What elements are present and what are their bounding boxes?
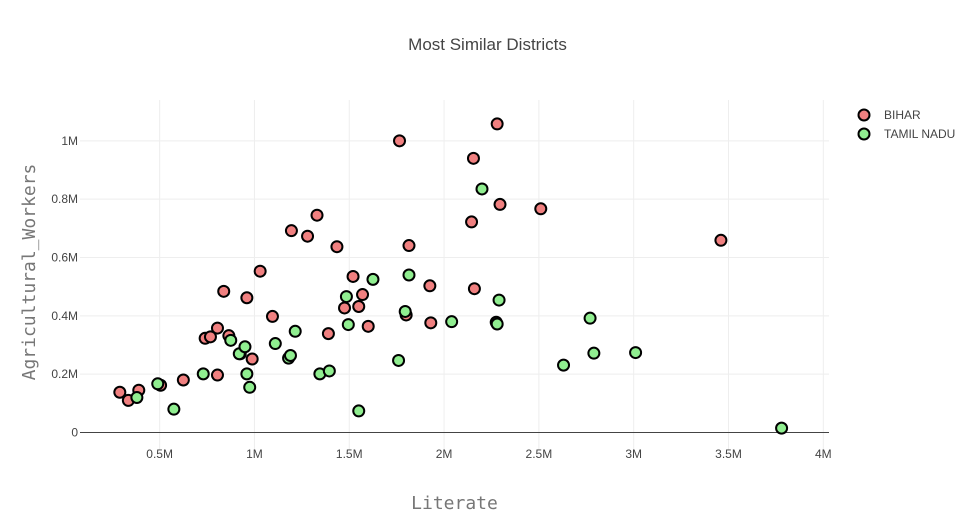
data-point-bihar[interactable] bbox=[423, 279, 437, 293]
data-point-bihar[interactable] bbox=[265, 309, 279, 323]
data-point-bihar[interactable] bbox=[253, 264, 267, 278]
data-point-tamil-nadu[interactable] bbox=[322, 364, 336, 378]
y-tick-label: 0.4M bbox=[51, 309, 78, 323]
data-point-tamil-nadu[interactable] bbox=[352, 404, 366, 418]
data-point-tamil-nadu[interactable] bbox=[151, 377, 165, 391]
data-point-bihar[interactable] bbox=[284, 224, 298, 238]
data-point-bihar[interactable] bbox=[338, 301, 352, 315]
data-point-bihar[interactable] bbox=[210, 321, 224, 335]
chart-title: Most Similar Districts bbox=[408, 35, 567, 54]
data-point-tamil-nadu[interactable] bbox=[341, 318, 355, 332]
data-point-bihar[interactable] bbox=[356, 288, 370, 302]
y-axis-title: Agricultural_Workers bbox=[19, 164, 40, 381]
data-point-bihar[interactable] bbox=[424, 316, 438, 330]
x-tick-label: 1M bbox=[246, 447, 263, 461]
tick-labels: 0.5M 1M 1.5M 2M 2.5M 3M 3.5M 4M 0 0.2M 0.4M 0.6M 0.8… bbox=[51, 134, 831, 461]
data-point-tamil-nadu[interactable] bbox=[402, 268, 416, 282]
data-point-bihar[interactable] bbox=[534, 202, 548, 216]
y-tick-label: 0 bbox=[71, 426, 78, 440]
y-tick-label: 1M bbox=[61, 134, 78, 148]
x-tick-label: 0.5M bbox=[146, 447, 173, 461]
data-point-bihar[interactable] bbox=[393, 134, 407, 148]
data-point-bihar[interactable] bbox=[113, 385, 127, 399]
data-point-tamil-nadu[interactable] bbox=[238, 340, 252, 354]
data-point-tamil-nadu[interactable] bbox=[475, 182, 489, 196]
legend-label-tamil-nadu[interactable]: TAMIL NADU bbox=[884, 127, 955, 141]
data-point-bihar[interactable] bbox=[321, 327, 335, 341]
legend-marker-bihar[interactable] bbox=[857, 108, 871, 122]
data-point-tamil-nadu[interactable] bbox=[587, 346, 601, 360]
data-point-tamil-nadu[interactable] bbox=[196, 367, 210, 381]
data-point-bihar[interactable] bbox=[490, 117, 504, 131]
data-point-bihar[interactable] bbox=[301, 229, 315, 243]
x-tick-label: 3M bbox=[625, 447, 642, 461]
data-point-tamil-nadu[interactable] bbox=[130, 391, 144, 404]
x-tick-label: 1.5M bbox=[336, 447, 363, 461]
data-point-bihar[interactable] bbox=[310, 208, 324, 222]
data-points[interactable] bbox=[113, 117, 789, 435]
data-point-bihar[interactable] bbox=[466, 151, 480, 165]
data-point-tamil-nadu[interactable] bbox=[445, 315, 459, 329]
data-point-tamil-nadu[interactable] bbox=[240, 367, 254, 381]
data-point-tamil-nadu[interactable] bbox=[366, 272, 380, 286]
data-point-bihar[interactable] bbox=[352, 300, 366, 313]
data-point-bihar[interactable] bbox=[217, 284, 231, 298]
data-point-bihar[interactable] bbox=[203, 330, 217, 344]
x-tick-label: 3.5M bbox=[715, 447, 742, 461]
legend-marker-tamil-nadu[interactable] bbox=[857, 127, 871, 141]
data-point-tamil-nadu[interactable] bbox=[268, 337, 282, 351]
y-tick-label: 0.6M bbox=[51, 251, 78, 265]
x-axis-title: Literate bbox=[411, 493, 498, 514]
data-point-bihar[interactable] bbox=[330, 240, 344, 254]
data-point-bihar[interactable] bbox=[176, 373, 190, 387]
legend-label-bihar[interactable]: BIHAR bbox=[884, 108, 921, 122]
data-point-tamil-nadu[interactable] bbox=[243, 380, 257, 394]
data-point-tamil-nadu[interactable] bbox=[583, 311, 597, 325]
data-point-bihar[interactable] bbox=[714, 233, 728, 247]
data-point-bihar[interactable] bbox=[245, 352, 259, 366]
x-tick-label: 2.5M bbox=[526, 447, 553, 461]
y-tick-label: 0.8M bbox=[51, 192, 78, 206]
data-point-tamil-nadu[interactable] bbox=[392, 353, 406, 367]
data-point-tamil-nadu[interactable] bbox=[167, 402, 181, 416]
x-tick-label: 4M bbox=[815, 447, 832, 461]
data-point-tamil-nadu[interactable] bbox=[775, 421, 789, 435]
data-point-tamil-nadu[interactable] bbox=[339, 290, 353, 304]
data-point-bihar[interactable] bbox=[240, 291, 254, 305]
data-point-bihar[interactable] bbox=[467, 282, 481, 296]
data-point-bihar[interactable] bbox=[465, 215, 479, 229]
data-point-tamil-nadu[interactable] bbox=[288, 324, 302, 338]
data-point-tamil-nadu[interactable] bbox=[490, 317, 504, 331]
data-point-tamil-nadu[interactable] bbox=[283, 349, 297, 362]
y-tick-label: 0.2M bbox=[51, 367, 78, 381]
data-point-bihar[interactable] bbox=[493, 197, 507, 211]
data-point-tamil-nadu[interactable] bbox=[398, 304, 412, 318]
data-point-tamil-nadu[interactable] bbox=[629, 346, 643, 360]
x-tick-label: 2M bbox=[436, 447, 453, 461]
data-point-bihar[interactable] bbox=[361, 319, 375, 333]
data-point-bihar[interactable] bbox=[346, 269, 360, 283]
data-point-bihar[interactable] bbox=[210, 368, 224, 382]
data-point-tamil-nadu[interactable] bbox=[492, 293, 506, 307]
data-point-bihar[interactable] bbox=[402, 239, 416, 253]
data-point-tamil-nadu[interactable] bbox=[224, 333, 238, 347]
data-point-tamil-nadu[interactable] bbox=[557, 358, 571, 372]
legend[interactable]: BIHAR TAMIL NADU bbox=[857, 108, 956, 141]
